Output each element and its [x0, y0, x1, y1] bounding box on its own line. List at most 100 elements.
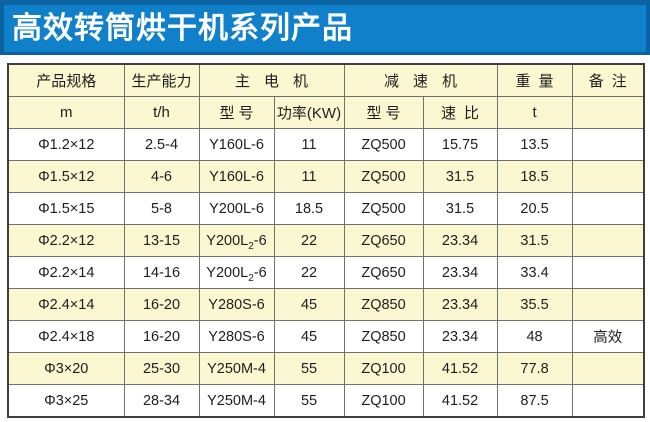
- cell-motor-model: Y160L-6: [198, 128, 275, 161]
- cell-speed-ratio: 31.5: [422, 160, 498, 193]
- cell-speed-ratio: 23.34: [422, 256, 498, 289]
- header-unit-remark: [571, 96, 645, 129]
- cell-capacity: 28-34: [123, 384, 200, 418]
- cell-motor-power: 55: [273, 384, 345, 418]
- cell-remark: [571, 192, 645, 225]
- cell-remark: 高效: [571, 320, 645, 353]
- table-row: Φ2.4×18 16-20 Y280S-6 45 ZQ850 23.34 48 …: [7, 320, 645, 353]
- cell-capacity: 2.5-4: [123, 128, 200, 161]
- cell-speed-ratio: 31.5: [422, 192, 498, 225]
- header-cell-weight: 重量: [496, 63, 573, 97]
- cell-motor-model: Y200L-6: [198, 192, 275, 225]
- header-cell-spec: 产品规格: [7, 63, 125, 97]
- cell-motor-power: 11: [273, 128, 345, 161]
- table-container: 产品规格 生产能力 主电机 减速机 重量 备注 m t/h 型号 功率(KW) …: [7, 63, 650, 418]
- cell-weight: 33.4: [496, 256, 573, 289]
- cell-reducer-model: ZQ500: [343, 128, 424, 161]
- header-unit-spec: m: [7, 96, 125, 129]
- cell-reducer-model: ZQ500: [343, 160, 424, 193]
- cell-weight: 20.5: [496, 192, 573, 225]
- cell-speed-ratio: 23.34: [422, 224, 498, 257]
- cell-capacity: 14-16: [123, 256, 200, 289]
- cell-motor-power: 55: [273, 352, 345, 385]
- header-cell-reducer: 减速机: [343, 63, 498, 97]
- cell-reducer-model: ZQ850: [343, 288, 424, 321]
- cell-spec: Φ2.4×14: [7, 288, 125, 321]
- cell-speed-ratio: 41.52: [422, 384, 498, 418]
- header-cell-main-motor: 主电机: [198, 63, 345, 97]
- cell-spec: Φ2.2×14: [7, 256, 125, 289]
- table-row: Φ1.2×12 2.5-4 Y160L-6 11 ZQ500 15.75 13.…: [7, 128, 645, 161]
- cell-reducer-model: ZQ100: [343, 384, 424, 418]
- header-row-groups: 产品规格 生产能力 主电机 减速机 重量 备注: [7, 63, 645, 97]
- cell-reducer-model: ZQ850: [343, 320, 424, 353]
- cell-capacity: 5-8: [123, 192, 200, 225]
- cell-remark: [571, 256, 645, 289]
- cell-capacity: 13-15: [123, 224, 200, 257]
- cell-spec: Φ3×20: [7, 352, 125, 385]
- header-unit-motor-power: 功率(KW): [273, 96, 345, 129]
- cell-spec: Φ2.2×12: [7, 224, 125, 257]
- cell-capacity: 25-30: [123, 352, 200, 385]
- cell-weight: 87.5: [496, 384, 573, 418]
- cell-speed-ratio: 23.34: [422, 320, 498, 353]
- cell-motor-model: Y160L-6: [198, 160, 275, 193]
- cell-motor-power: 45: [273, 320, 345, 353]
- header-row-units: m t/h 型号 功率(KW) 型号 速比 t: [7, 96, 645, 129]
- header-cell-remark: 备注: [571, 63, 645, 97]
- table-row: Φ3×20 25-30 Y250M-4 55 ZQ100 41.52 77.8: [7, 352, 645, 385]
- header-unit-motor-model: 型号: [198, 96, 275, 129]
- cell-capacity: 16-20: [123, 320, 200, 353]
- cell-remark: [571, 160, 645, 193]
- cell-weight: 77.8: [496, 352, 573, 385]
- table-row: Φ1.5×15 5-8 Y200L-6 18.5 ZQ500 31.5 20.5: [7, 192, 645, 225]
- table-row: Φ2.4×14 16-20 Y280S-6 45 ZQ850 23.34 35.…: [7, 288, 645, 321]
- cell-remark: [571, 384, 645, 418]
- table-row: Φ2.2×12 13-15 Y200L2-6 22 ZQ650 23.34 31…: [7, 224, 645, 257]
- cell-weight: 31.5: [496, 224, 573, 257]
- cell-speed-ratio: 23.34: [422, 288, 498, 321]
- header-cell-capacity: 生产能力: [123, 63, 200, 97]
- cell-spec: Φ1.5×15: [7, 192, 125, 225]
- cell-motor-power: 22: [273, 224, 345, 257]
- cell-weight: 48: [496, 320, 573, 353]
- title-banner: 高效转筒烘干机系列产品: [0, 0, 650, 55]
- cell-motor-model: Y250M-4: [198, 384, 275, 418]
- header-unit-weight: t: [496, 96, 573, 129]
- cell-weight: 13.5: [496, 128, 573, 161]
- cell-spec: Φ1.2×12: [7, 128, 125, 161]
- product-spec-table: 产品规格 生产能力 主电机 减速机 重量 备注 m t/h 型号 功率(KW) …: [7, 63, 646, 418]
- cell-reducer-model: ZQ100: [343, 352, 424, 385]
- table-row: Φ2.2×14 14-16 Y200L2-6 22 ZQ650 23.34 33…: [7, 256, 645, 289]
- cell-weight: 18.5: [496, 160, 573, 193]
- header-unit-speed-ratio: 速比: [422, 96, 498, 129]
- cell-spec: Φ2.4×18: [7, 320, 125, 353]
- cell-speed-ratio: 15.75: [422, 128, 498, 161]
- header-unit-reducer-model: 型号: [343, 96, 424, 129]
- cell-remark: [571, 224, 645, 257]
- table-row: Φ3×25 28-34 Y250M-4 55 ZQ100 41.52 87.5: [7, 384, 645, 418]
- cell-motor-model: Y200L2-6: [198, 256, 275, 289]
- cell-capacity: 4-6: [123, 160, 200, 193]
- cell-motor-power: 11: [273, 160, 345, 193]
- cell-motor-power: 45: [273, 288, 345, 321]
- cell-motor-model: Y280S-6: [198, 320, 275, 353]
- cell-reducer-model: ZQ650: [343, 224, 424, 257]
- cell-remark: [571, 352, 645, 385]
- cell-capacity: 16-20: [123, 288, 200, 321]
- cell-reducer-model: ZQ500: [343, 192, 424, 225]
- cell-motor-model: Y280S-6: [198, 288, 275, 321]
- cell-speed-ratio: 41.52: [422, 352, 498, 385]
- cell-remark: [571, 288, 645, 321]
- cell-spec: Φ1.5×12: [7, 160, 125, 193]
- cell-motor-power: 22: [273, 256, 345, 289]
- page-title: 高效转筒烘干机系列产品: [12, 11, 353, 45]
- header-unit-capacity: t/h: [123, 96, 200, 129]
- cell-motor-model: Y250M-4: [198, 352, 275, 385]
- cell-motor-model: Y200L2-6: [198, 224, 275, 257]
- cell-spec: Φ3×25: [7, 384, 125, 418]
- cell-remark: [571, 128, 645, 161]
- table-row: Φ1.5×12 4-6 Y160L-6 11 ZQ500 31.5 18.5: [7, 160, 645, 193]
- cell-reducer-model: ZQ650: [343, 256, 424, 289]
- cell-motor-power: 18.5: [273, 192, 345, 225]
